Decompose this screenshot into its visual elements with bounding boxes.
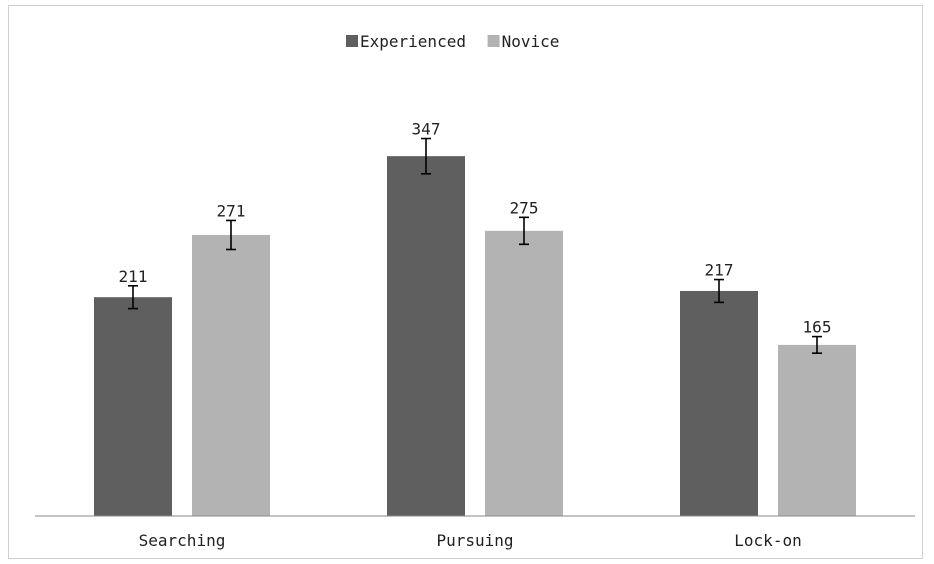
- error-bar: [226, 219, 236, 251]
- bar-novice-searching: [192, 234, 270, 516]
- error-bar: [714, 278, 724, 304]
- bar-experienced-pursuing: [387, 156, 465, 516]
- error-bar: [128, 284, 138, 310]
- bar-experienced-lock-on: [680, 290, 758, 516]
- data-label: 271: [217, 201, 246, 220]
- bar-novice-lock-on: [778, 344, 856, 516]
- x-tick-label: Lock-on: [734, 531, 801, 550]
- legend-swatch: [487, 35, 500, 47]
- data-label: 211: [119, 267, 148, 286]
- data-label: 275: [510, 198, 539, 217]
- bars-layer: [94, 156, 856, 516]
- error-bar: [421, 137, 431, 175]
- legend-label: Experienced: [360, 32, 466, 51]
- bar-novice-pursuing: [485, 230, 563, 516]
- data-label: 347: [412, 120, 441, 139]
- data-labels-layer: 211 347 217 271 275 165: [119, 120, 832, 337]
- data-label: 217: [705, 261, 734, 280]
- x-tick-labels: Searching Pursuing Lock-on: [139, 531, 802, 550]
- legend-label: Novice: [502, 32, 560, 51]
- error-bar: [812, 335, 822, 354]
- data-label: 165: [803, 318, 832, 337]
- x-tick-label: Searching: [139, 531, 226, 550]
- legend: Experienced Novice: [346, 32, 559, 51]
- x-tick-label: Pursuing: [436, 531, 513, 550]
- bar-experienced-searching: [94, 297, 172, 516]
- legend-swatch: [346, 35, 358, 47]
- error-bars-layer: [128, 137, 822, 354]
- error-bar: [519, 216, 529, 246]
